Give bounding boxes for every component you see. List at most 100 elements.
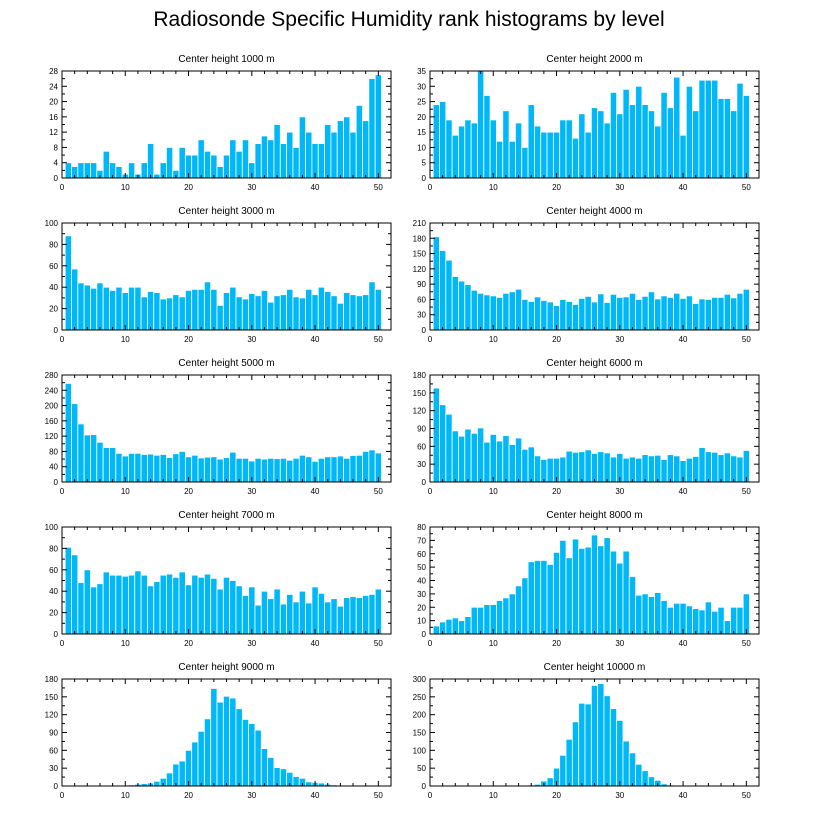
y-tick-label: 120 [45,432,59,441]
histogram-bar [692,456,700,483]
x-tick-label: 0 [60,487,65,496]
histogram-bar [571,721,580,787]
y-tick-label: 30 [417,460,426,469]
histogram-bar [628,456,637,483]
histogram-bar [210,456,218,483]
histogram-bar [483,441,491,483]
x-tick-label: 20 [184,183,193,192]
histogram-bar [603,122,611,179]
histogram-bar [464,119,472,179]
histogram-bar [140,162,148,179]
histogram-bar [330,131,338,179]
histogram-bar [254,729,262,787]
histogram-bar [622,296,630,331]
histogram-bar [197,139,205,179]
histogram-bar [77,162,85,179]
histogram-bar [317,286,325,331]
histogram-bar [470,122,478,179]
histogram-bar [77,282,85,331]
panel-title: Center height 8000 m [546,510,642,521]
histogram-bar [540,131,548,179]
histogram-bar [597,451,605,483]
histogram-bar [267,757,275,787]
histogram-bar [298,116,306,179]
histogram-bar [603,695,611,787]
histogram-bar [451,134,459,179]
histogram-bar [273,124,281,179]
histogram-bar [343,292,351,331]
histogram-bar [235,296,243,331]
histogram-panel: Center height 8000 m 0 10 20 30 40 50 0 10 20 30 40… [417,510,760,648]
histogram-bar [165,573,174,635]
y-tick-label: 20 [49,305,58,314]
x-tick-label: 20 [184,487,193,496]
histogram-bar [584,703,592,787]
histogram-bar [711,296,719,331]
histogram-bar [254,604,262,635]
histogram-bar [584,449,592,483]
histogram-bar [698,447,706,483]
histogram-bar [628,576,637,635]
histogram-bar [609,293,618,331]
histogram-bar [311,294,319,331]
x-tick-label: 40 [311,487,320,496]
x-tick-label: 40 [311,335,320,344]
histogram-bar [330,598,338,635]
histogram-bar [458,620,466,635]
histogram-bar [654,298,662,331]
histogram-bar [692,110,700,179]
x-tick-label: 0 [428,335,433,344]
histogram-bar [147,291,155,331]
histogram-bar [578,298,586,331]
histogram-bar [464,284,472,331]
histogram-bar [286,459,294,483]
y-tick-label: 40 [49,587,58,596]
y-tick-label: 90 [417,425,426,434]
histogram-bar [77,582,85,635]
histogram-bar [71,403,79,483]
histogram-bar [115,166,123,179]
histogram-bar [222,457,231,483]
histogram-bar [349,294,357,331]
histogram-bar [216,166,224,179]
histogram-bar [578,548,586,635]
histogram-bar [565,301,573,331]
histogram-bar [317,457,325,483]
histogram-bar [191,574,199,635]
histogram-bar [203,281,212,331]
histogram-bar [445,119,453,179]
y-tick-label: 150 [45,693,59,702]
histogram-bar [191,454,199,483]
histogram-bar [229,451,237,483]
histogram-bar [723,620,731,635]
histogram-panel: Center height 5000 m 0 10 20 30 40 50 0 40 80 120 1… [45,358,392,496]
histogram-bar [609,708,618,787]
histogram-bar [704,451,712,483]
histogram-bar [216,588,224,635]
histogram-bar [742,95,750,179]
histogram-bar [647,596,656,635]
histogram-bar [102,150,110,179]
y-tick-label: 60 [49,746,58,755]
histogram-bar [203,573,212,635]
y-tick-label: 30 [417,311,426,320]
histogram-bar [121,575,129,635]
histogram-bar [153,454,161,483]
y-tick-label: 200 [45,402,59,411]
histogram-bar [477,427,485,483]
histogram-bar [458,125,466,179]
panel-title: Center height 5000 m [178,358,274,369]
histogram-bar [641,454,649,483]
histogram-bar [279,768,288,787]
x-tick-label: 50 [742,639,751,648]
histogram-bar [439,101,447,179]
histogram-bar [666,606,674,635]
x-tick-label: 10 [489,487,498,496]
histogram-bar [571,451,580,483]
histogram-bar [153,292,161,331]
y-tick-label: 180 [413,234,427,243]
histogram-bar [723,293,731,331]
x-tick-label: 50 [374,791,383,800]
histogram-bar [128,574,136,635]
histogram-bar [647,110,656,179]
